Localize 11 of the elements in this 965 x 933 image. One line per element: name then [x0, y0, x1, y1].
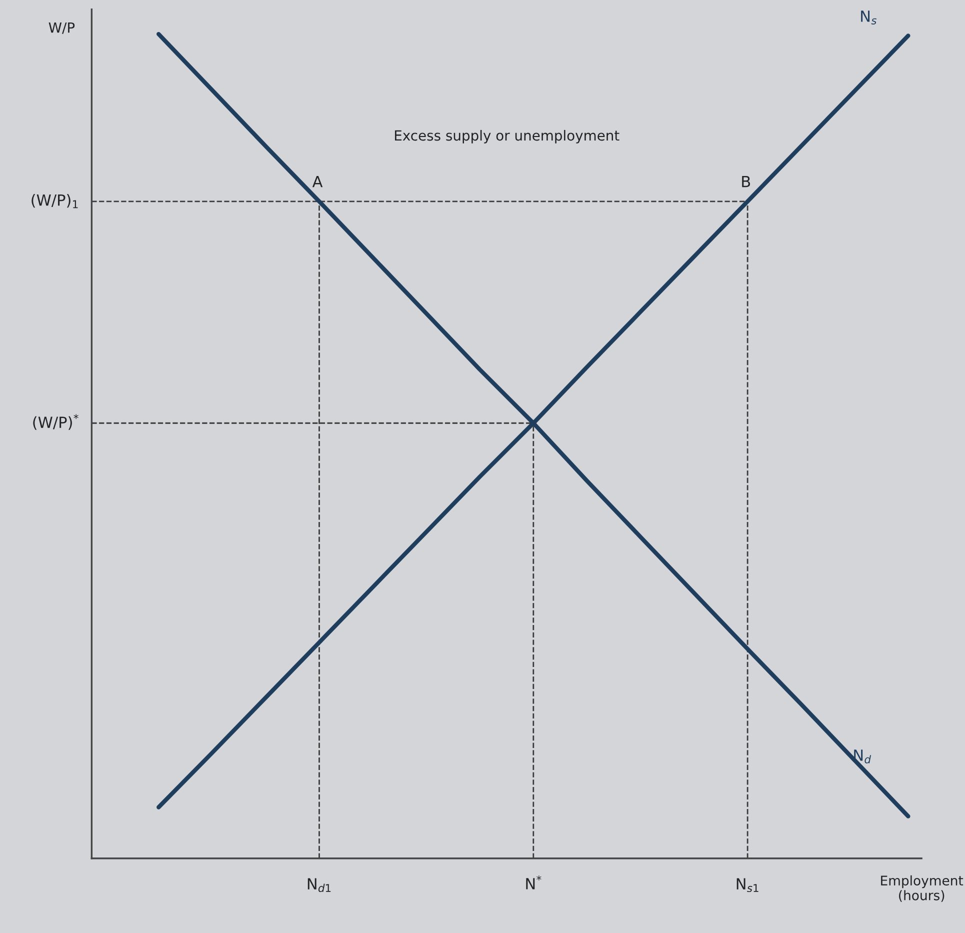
annotation: Excess supply or unemployment [394, 130, 620, 144]
annotation: B [742, 176, 750, 188]
x-axis-title: Employment (hours) [881, 875, 964, 902]
text: N$_{s}$ [861, 10, 876, 24]
x-tick-label: N$_{s1}$ [736, 878, 758, 892]
y-axis-title: W/P [48, 22, 75, 34]
x-tick-label: N$^{*}$ [526, 876, 542, 890]
x-tick-label: N$_{d1}$ [308, 878, 331, 892]
annotation: A [312, 176, 323, 188]
ref-line-label: (W/P)$_{1}$ [32, 194, 78, 208]
ref-line-label: (W/P)$^{*}$ [33, 414, 78, 430]
